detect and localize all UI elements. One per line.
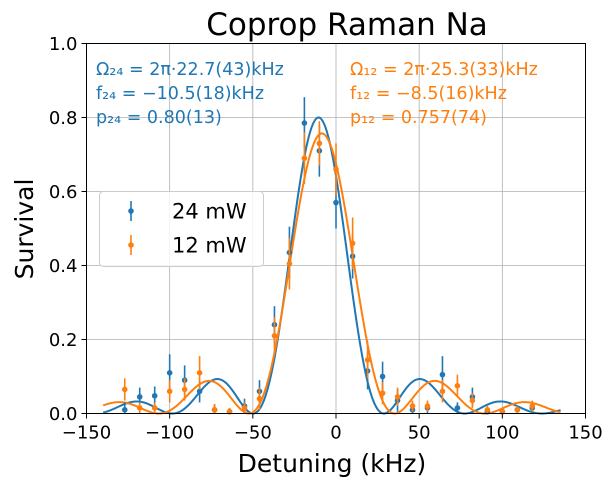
- data-point: [394, 394, 401, 400]
- data-point: [136, 405, 143, 411]
- data-point: [439, 371, 446, 378]
- y-tick-label: 0.8: [49, 108, 78, 129]
- data-point: [439, 388, 446, 395]
- data-point: [136, 394, 143, 400]
- y-tick-label: 0.4: [49, 256, 78, 277]
- fit-annotation-line: f₂₄ = −10.5(18)kHz: [96, 84, 264, 104]
- x-tick-label: −150: [62, 423, 111, 444]
- fit-annotations: Ω₂₄ = 2π·22.7(43)kHz f₂₄ = −10.5(18)kHz p₂…: [96, 60, 538, 128]
- data-point: [241, 405, 248, 411]
- y-tick-label: 0.2: [49, 330, 78, 351]
- data-point: [166, 370, 173, 376]
- data-point: [333, 166, 339, 173]
- data-point: [529, 403, 536, 409]
- x-tick-label: 50: [408, 423, 431, 444]
- x-tick-label: 100: [485, 423, 519, 444]
- data-point: [514, 407, 521, 413]
- data-point: [316, 140, 323, 147]
- y-tick-label: 1.0: [49, 34, 78, 55]
- data-point: [454, 405, 461, 411]
- fit-annotation-line: p₂₄ = 0.80(13): [96, 108, 222, 128]
- legend-box: [99, 191, 264, 267]
- y-axis-label: Survival: [10, 179, 39, 280]
- data-point: [256, 395, 263, 402]
- data-point: [271, 333, 278, 339]
- fit-annotation-line: p₁₂ = 0.757(74): [350, 108, 487, 128]
- data-point: [379, 390, 386, 396]
- data-point: [121, 407, 128, 413]
- data-point: [333, 199, 339, 206]
- axis-ticks: −150 −100 −50 0 50 100 150 0.0 0.2 0.4 0.6 0.8 1.0: [49, 34, 603, 444]
- x-tick-label: −50: [234, 423, 272, 444]
- fit-annotation-line: f₁₂ = −8.5(16)kHz: [350, 84, 507, 104]
- data-point: [454, 382, 461, 389]
- x-tick-label: 150: [568, 423, 602, 444]
- data-point: [424, 403, 431, 409]
- legend: 24 mW 12 mW: [99, 191, 264, 267]
- data-point: [301, 120, 308, 126]
- legend-entries: 24 mW 12 mW: [128, 200, 247, 258]
- legend-label: 24 mW: [172, 200, 247, 224]
- data-point: [409, 403, 416, 409]
- fit-annotation-line: Ω₂₄ = 2π·22.7(43)kHz: [96, 60, 284, 80]
- x-tick-label: 0: [330, 423, 341, 444]
- data-point: [349, 240, 356, 247]
- x-tick-label: −100: [145, 423, 194, 444]
- data-point: [121, 386, 128, 393]
- legend-label: 12 mW: [172, 234, 247, 258]
- data-point: [379, 373, 386, 380]
- data-point: [196, 370, 203, 376]
- data-point: [364, 357, 371, 363]
- data-point: [211, 407, 218, 413]
- data-point: [181, 386, 188, 393]
- y-tick-label: 0.0: [49, 404, 78, 425]
- x-axis-label: Detuning (kHz): [238, 449, 427, 478]
- data-point: [151, 405, 158, 411]
- data-point: [196, 388, 203, 395]
- data-point: [286, 260, 293, 267]
- data-point: [301, 155, 308, 161]
- data-point: [151, 392, 158, 399]
- fit-annotation-line: Ω₁₂ = 2π·25.3(33)kHz: [350, 60, 538, 80]
- data-point: [469, 397, 476, 404]
- data-point: [166, 388, 173, 395]
- chart-title: Coprop Raman Na: [206, 7, 488, 43]
- y-tick-label: 0.6: [49, 182, 78, 203]
- legend-marker: [128, 208, 134, 214]
- legend-marker: [128, 242, 134, 248]
- data-points: [121, 97, 536, 415]
- data-point: [484, 407, 491, 413]
- fit-curve: [102, 116, 561, 415]
